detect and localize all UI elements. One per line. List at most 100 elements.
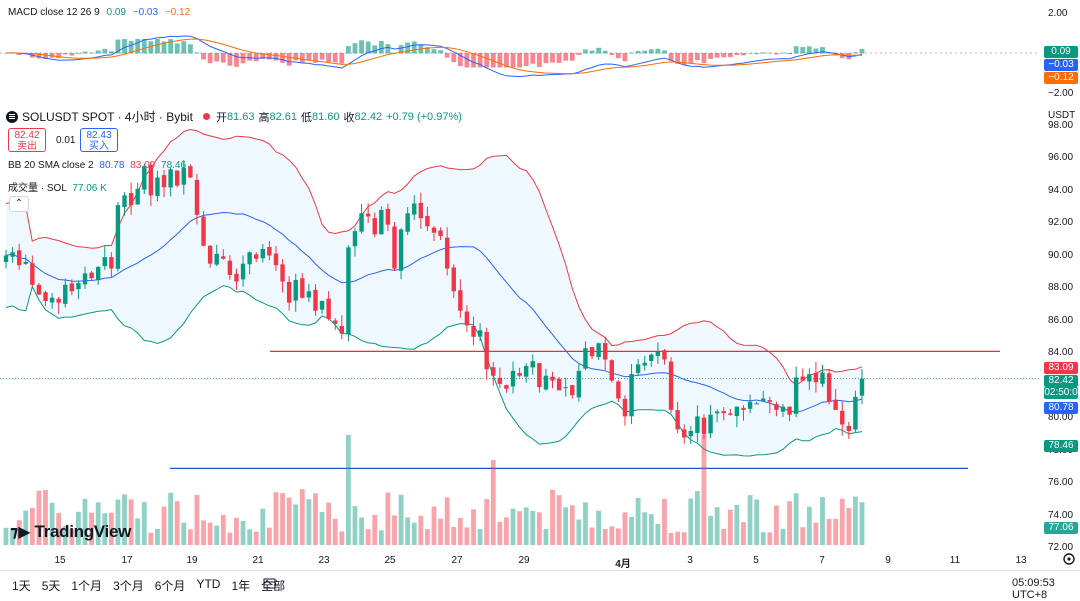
candle [728,413,733,415]
candle [721,411,726,414]
volume-label[interactable]: 成交量 · SOL [8,183,67,194]
macd-histogram-bar [694,53,700,61]
macd-histogram-bar [853,52,858,54]
candle [504,385,509,389]
macd-histogram-bar [833,53,839,56]
macd-histogram-bar [681,53,687,65]
volume-bar [681,532,687,545]
macd-histogram-bar [62,53,68,55]
volume-bar [293,504,299,545]
volume-bar [326,502,332,545]
macd-histogram-bar [135,39,141,54]
macd-histogram-bar [596,47,602,54]
macd-histogram-bar [82,51,88,54]
candle [115,205,121,269]
price-tick: 86.00 [1048,314,1074,326]
candle [254,254,259,259]
macd-histogram-bar [346,46,351,54]
volume-bar [187,529,193,545]
price-tick: 92.00 [1048,217,1074,228]
collapse-legend-button[interactable]: ⌃ [9,196,29,212]
macd-histogram-bar [227,53,233,66]
candle [537,363,542,388]
countdown-badge: 02:50:0 [1044,387,1078,399]
volume-bar [688,498,694,545]
candle [333,320,338,324]
macd-histogram-bar [36,53,42,59]
range-button[interactable]: 1年 [231,579,251,593]
volume-bar [313,493,318,545]
range-button[interactable]: 6个月 [154,579,186,593]
sell-button[interactable]: 82.42 卖出 [8,128,46,152]
volume-bar [141,502,147,545]
volume-bar [319,511,325,545]
volume-bar [517,511,522,545]
candle [214,253,219,265]
candle [339,326,345,334]
macd-hist-badge: 0.09 [1044,46,1078,58]
range-button[interactable]: YTD [196,577,221,591]
candle [793,377,799,414]
tradingview-logo[interactable]: ⁊▶ TradingView [10,522,131,542]
candle [787,406,792,415]
range-button[interactable]: 1天 [12,579,31,593]
macd-histogram-bar [155,39,160,54]
volume-bar [701,435,707,545]
macd-label: MACD close 12 26 9 [8,7,100,18]
date-range-icon[interactable] [263,576,277,589]
bb-label[interactable]: BB 20 SMA close 2 [8,160,94,171]
macd-histogram-bar [332,53,338,63]
range-button[interactable]: 3个月 [113,579,144,593]
macd-histogram-bar [708,53,713,59]
volume-bar [56,512,62,545]
macd-histogram-bar [260,53,266,59]
bb-lower-badge: 78.46 [1044,440,1078,452]
volume-bar [734,504,740,545]
candle [142,166,147,190]
volume-bar [800,527,806,545]
candle [319,301,325,310]
volume-bar [260,508,266,545]
candle [69,283,75,292]
volume-bar [668,532,674,545]
macd-histogram-bar [741,53,746,56]
range-button[interactable]: 1个月 [71,579,103,593]
volume-bar [826,518,832,545]
macd-histogram-bar [405,42,411,54]
volume-bar [767,532,773,545]
candle [240,263,246,280]
volume-bar [240,520,246,545]
volume-value: 77.06 K [72,183,107,194]
macd-histogram-bar [517,53,522,68]
macd-histogram-bar [655,48,661,54]
volume-bar [392,515,397,545]
candle [418,202,424,219]
volume-bar [155,528,160,545]
volume-bar [602,528,608,545]
candle [813,372,819,383]
candle [43,292,48,301]
candle [563,387,568,389]
volume-bar [43,489,48,545]
buy-button[interactable]: 82.43 买入 [80,128,118,152]
bb-basis-badge: 80.78 [1044,402,1078,414]
volume-bar [194,495,200,545]
chart-settings-icon[interactable] [1062,552,1076,566]
symbol-title[interactable]: SOLUSDT SPOT · 4小时 · Bybit [22,110,193,124]
clock[interactable]: 05:09:53 UTC+8 [1012,577,1055,601]
time-tick: 19 [186,555,198,566]
volume-bar [385,492,391,545]
macd-histogram-bar [69,53,75,56]
range-button[interactable]: 5天 [41,579,61,593]
candle [629,374,634,417]
candle [846,425,852,431]
volume-bar [168,492,174,545]
macd-histogram-bar [648,49,654,54]
macd-histogram-bar [629,52,634,54]
candle [175,170,180,186]
candle [662,350,667,360]
high-value: 82.61 [269,110,297,123]
macd-histogram-bar [161,41,167,54]
candle [247,252,252,265]
